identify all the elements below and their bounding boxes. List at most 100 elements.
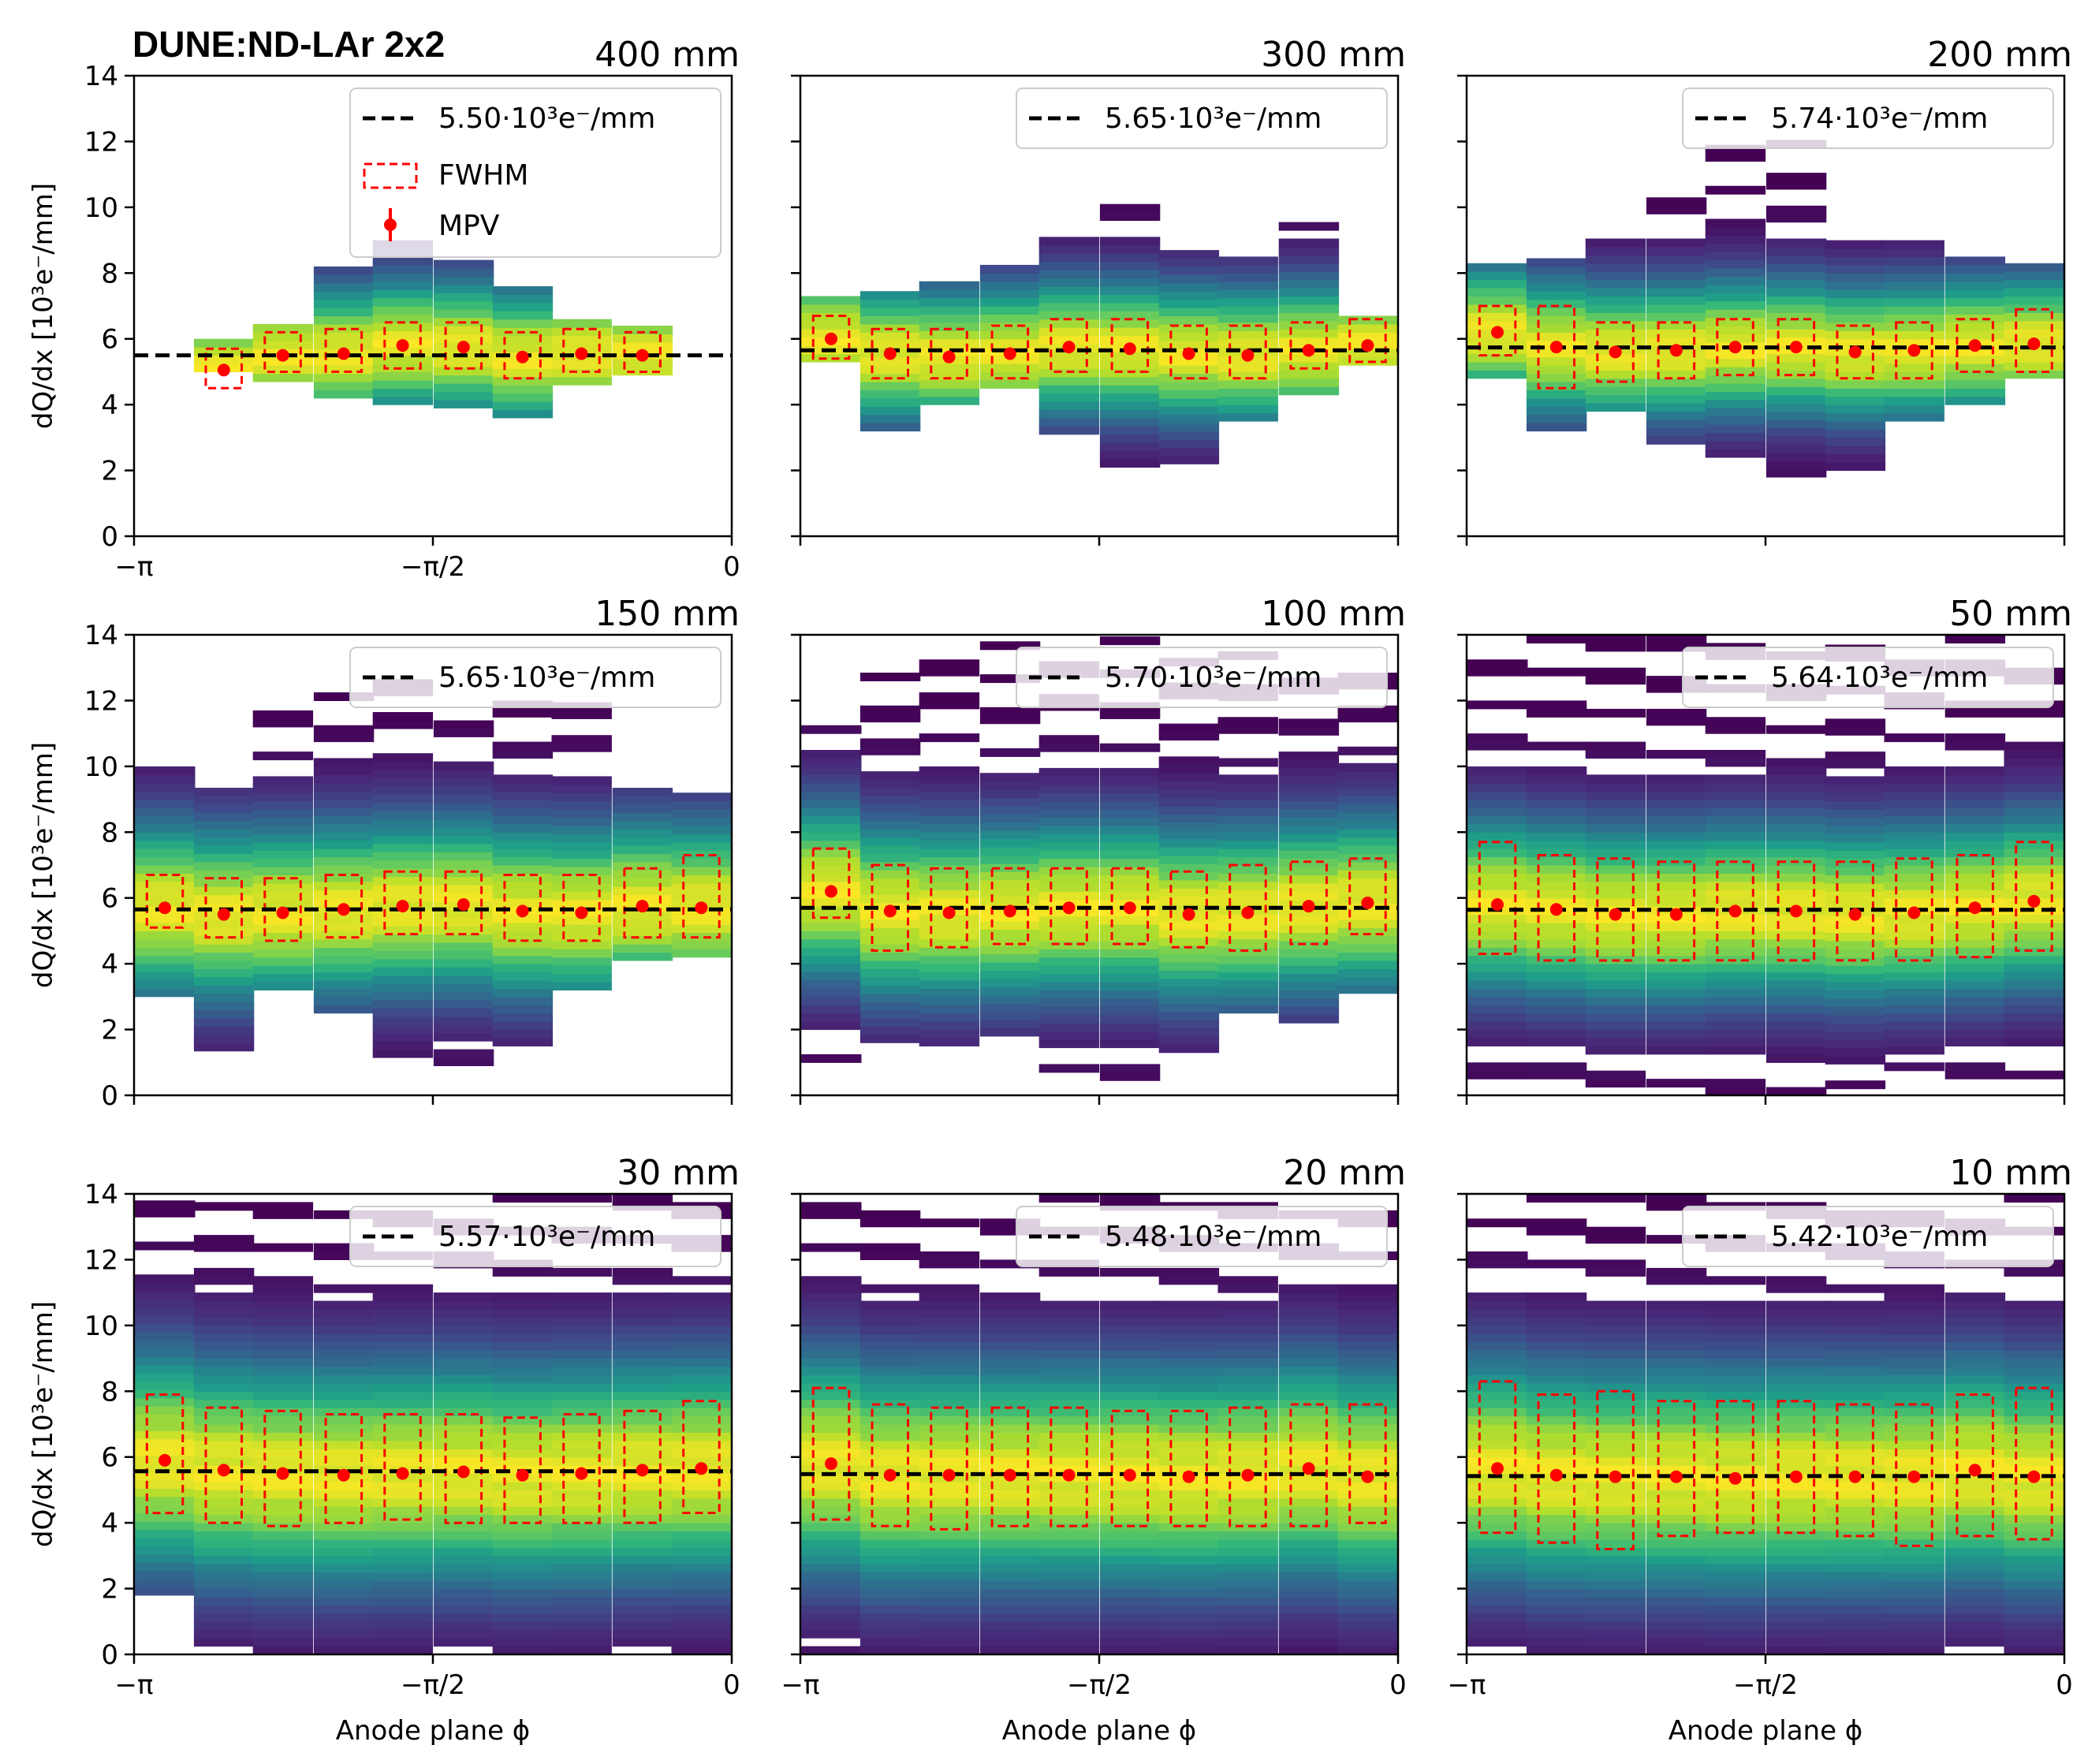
heatmap-cell <box>1038 1613 1100 1622</box>
heatmap-cell <box>193 829 255 838</box>
heatmap-cell <box>1467 823 1528 833</box>
heatmap-cell <box>433 785 494 795</box>
heatmap <box>135 1194 732 1654</box>
heatmap-cell <box>1099 990 1161 999</box>
heatmap-cell <box>372 1638 434 1647</box>
heatmap-cell <box>313 873 375 882</box>
heatmap-cell <box>135 947 196 957</box>
heatmap-cell <box>372 1597 434 1606</box>
heatmap-cell <box>492 1013 554 1022</box>
legend-mpv-swatch <box>384 218 397 231</box>
heatmap-cell <box>1825 726 1886 736</box>
heatmap-cell <box>1526 1588 1587 1598</box>
heatmap-cell <box>2004 1267 2064 1277</box>
heatmap-cell <box>671 809 732 819</box>
heatmap-cell <box>671 916 732 925</box>
heatmap-cell <box>979 1382 1041 1392</box>
heatmap-cell <box>492 1490 554 1499</box>
heatmap-cell <box>1099 1564 1161 1573</box>
heatmap-cell <box>1705 930 1766 940</box>
heatmap-cell <box>372 835 434 845</box>
heatmap-cell <box>1337 976 1398 986</box>
heatmap-cell <box>372 1317 434 1326</box>
heatmap-cell <box>1467 1539 1528 1548</box>
heatmap-cell <box>801 1497 862 1507</box>
heatmap-cell <box>1884 1588 1944 1598</box>
heatmap-cell <box>1278 1514 1340 1523</box>
heatmap-cell <box>433 1008 494 1017</box>
heatmap-cell <box>1765 1547 1827 1557</box>
heatmap-cell <box>551 940 612 949</box>
heatmap-cell <box>1217 1564 1278 1573</box>
heatmap-cell <box>1705 375 1766 384</box>
heatmap-cell <box>1765 1523 1827 1532</box>
heatmap-cell <box>1646 288 1707 297</box>
heatmap-cell <box>1765 1415 1827 1425</box>
heatmap-cell <box>801 914 862 923</box>
heatmap-cell <box>1099 442 1161 452</box>
heatmap-cell <box>1099 203 1161 213</box>
heatmap-cell <box>313 1613 375 1622</box>
heatmap-cell <box>1467 947 1528 957</box>
heatmap-cell <box>135 1447 196 1456</box>
legend-box <box>1016 1206 1388 1267</box>
heatmap-cell <box>612 788 673 796</box>
heatmap-cell <box>1765 1638 1827 1647</box>
heatmap-cell <box>1158 1613 1220 1622</box>
heatmap-cell <box>1217 758 1278 767</box>
heatmap-cell <box>193 894 255 904</box>
heatmap-cell <box>1278 353 1340 363</box>
heatmap-cell <box>433 934 494 943</box>
fwhm-box <box>324 1413 364 1524</box>
heatmap-cell <box>551 1456 612 1466</box>
fwhm-box <box>324 327 364 373</box>
heatmap-cell <box>1825 371 1886 381</box>
heatmap-cell <box>979 289 1041 299</box>
heatmap-cell <box>2004 774 2064 784</box>
heatmap-cell <box>1217 1424 1278 1433</box>
heatmap-cell <box>252 1391 314 1400</box>
heatmap-cell <box>1038 1350 1100 1359</box>
heatmap-cell <box>1825 289 1886 299</box>
heatmap-cell <box>551 1333 612 1343</box>
heatmap-cell <box>1585 312 1646 322</box>
heatmap-cell <box>492 1531 554 1540</box>
heatmap-cell <box>1646 1523 1707 1532</box>
heatmap-cell <box>492 1621 554 1631</box>
heatmap-cell <box>919 1646 980 1654</box>
y-tick-label: 12 <box>84 685 118 717</box>
heatmap-cell <box>252 784 314 793</box>
heatmap-cell <box>1765 1046 1827 1055</box>
heatmap-cell <box>1705 1547 1766 1557</box>
heatmap-cell <box>1765 1284 1827 1293</box>
mpv-point <box>217 364 230 377</box>
heatmap-cell <box>1038 1456 1100 1466</box>
heatmap-cell <box>551 1358 612 1367</box>
heatmap-cell <box>135 873 196 882</box>
heatmap-cell <box>1825 1382 1886 1392</box>
heatmap-cell <box>135 1282 196 1292</box>
heatmap-cell <box>979 871 1041 881</box>
heatmap-cell <box>492 1399 554 1408</box>
heatmap-cell <box>1884 1005 1944 1014</box>
heatmap-cell <box>1585 1621 1646 1631</box>
heatmap-cell <box>1944 1292 2006 1302</box>
heatmap-cell <box>1944 848 2006 858</box>
heatmap-cell <box>919 791 980 800</box>
fwhm-box <box>562 1413 601 1524</box>
heatmap-cell <box>1038 1440 1100 1449</box>
fwhm-box <box>682 854 721 939</box>
x-tick-label: −π <box>1448 1669 1486 1701</box>
heatmap-cell <box>1099 1539 1161 1548</box>
heatmap-cell <box>1467 799 1528 808</box>
heatmap-cell <box>1278 1580 1340 1590</box>
heatmap-cell <box>1646 823 1707 833</box>
heatmap-cell <box>252 882 314 892</box>
heatmap-cell <box>1585 799 1646 808</box>
heatmap-cell <box>492 1005 554 1014</box>
heatmap-cell <box>1217 1309 1278 1318</box>
heatmap-cell <box>1337 1638 1398 1647</box>
heatmap-cell <box>1765 1621 1827 1631</box>
heatmap-cell <box>1278 965 1340 975</box>
heatmap-cell <box>1158 732 1220 741</box>
